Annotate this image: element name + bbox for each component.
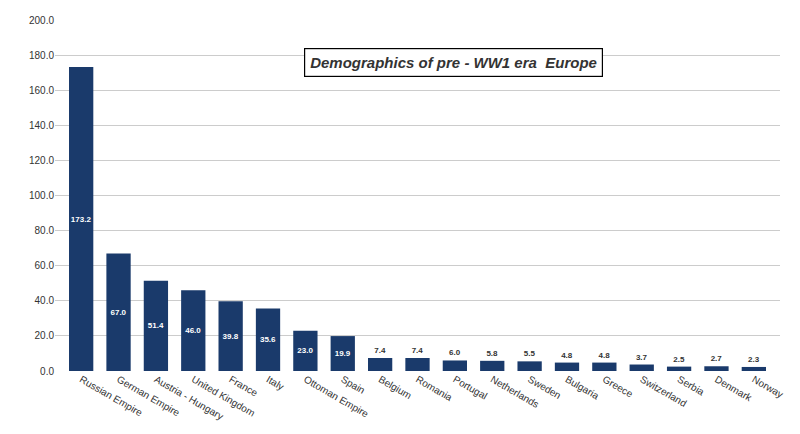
- svg-text:67.0: 67.0: [110, 308, 126, 317]
- svg-text:Demographics of pre - WW1 era: Demographics of pre - WW1 era Europe: [310, 54, 597, 71]
- svg-text:5.8: 5.8: [486, 349, 498, 358]
- svg-text:Switzerland: Switzerland: [638, 374, 688, 409]
- svg-text:2.7: 2.7: [711, 354, 723, 363]
- svg-text:Norway: Norway: [750, 374, 785, 400]
- svg-text:Romania: Romania: [414, 374, 455, 404]
- svg-text:Greece: Greece: [601, 374, 635, 400]
- svg-text:120.0: 120.0: [29, 155, 54, 166]
- svg-text:160.0: 160.0: [29, 85, 54, 96]
- svg-text:Italy: Italy: [265, 374, 286, 393]
- svg-text:200.0: 200.0: [29, 15, 54, 26]
- svg-text:United Kingdom: United Kingdom: [190, 374, 257, 419]
- svg-text:Belgium: Belgium: [377, 374, 414, 402]
- svg-text:60.0: 60.0: [35, 260, 55, 271]
- svg-text:20.0: 20.0: [35, 330, 55, 341]
- svg-text:51.4: 51.4: [148, 321, 164, 330]
- svg-text:Bulgaria: Bulgaria: [563, 374, 601, 402]
- svg-text:80.0: 80.0: [35, 225, 55, 236]
- svg-text:140.0: 140.0: [29, 120, 54, 131]
- svg-text:180.0: 180.0: [29, 50, 54, 61]
- svg-text:Denmark: Denmark: [713, 374, 754, 404]
- svg-text:100.0: 100.0: [29, 190, 54, 201]
- svg-text:4.8: 4.8: [599, 351, 611, 360]
- svg-text:19.9: 19.9: [335, 349, 351, 358]
- svg-text:2.3: 2.3: [748, 355, 760, 364]
- svg-text:Spain: Spain: [339, 374, 367, 396]
- svg-text:Russian Empire: Russian Empire: [78, 374, 145, 419]
- svg-text:173.2: 173.2: [71, 215, 92, 224]
- svg-text:0.0: 0.0: [40, 366, 54, 377]
- svg-text:23.0: 23.0: [297, 346, 313, 355]
- svg-text:Ottoman Empire: Ottoman Empire: [302, 374, 371, 420]
- svg-text:Portugal: Portugal: [451, 374, 489, 402]
- svg-text:46.0: 46.0: [185, 326, 201, 335]
- svg-text:2.5: 2.5: [673, 355, 685, 364]
- svg-text:7.4: 7.4: [374, 346, 386, 355]
- svg-text:35.6: 35.6: [260, 335, 276, 344]
- svg-text:40.0: 40.0: [35, 295, 55, 306]
- svg-text:5.5: 5.5: [524, 349, 536, 358]
- svg-text:3.7: 3.7: [636, 353, 648, 362]
- svg-text:Sweden: Sweden: [526, 374, 563, 402]
- svg-text:Netherlands: Netherlands: [489, 374, 541, 410]
- svg-text:39.8: 39.8: [223, 332, 239, 341]
- svg-text:German Empire: German Empire: [115, 374, 182, 419]
- svg-text:6.0: 6.0: [449, 348, 461, 357]
- svg-text:Serbia: Serbia: [676, 374, 707, 398]
- svg-text:France: France: [227, 374, 260, 399]
- svg-text:4.8: 4.8: [561, 351, 573, 360]
- svg-text:Austria - Hungary: Austria - Hungary: [152, 374, 225, 422]
- svg-text:7.4: 7.4: [412, 346, 424, 355]
